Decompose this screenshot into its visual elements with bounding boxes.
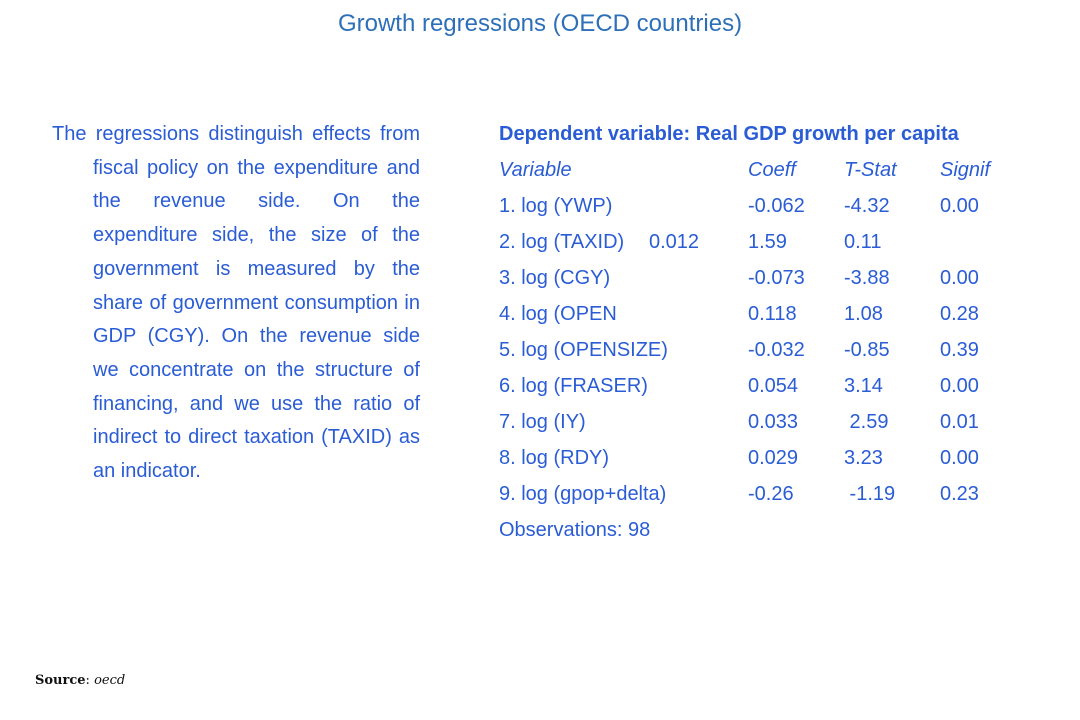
table-row: 2. log (TAXID) 0.012 1.59 0.11 (499, 224, 1069, 260)
cell-tstat: 2.59 (844, 411, 889, 433)
cell-signif: 0.00 (940, 267, 979, 289)
cell-signif: 0.23 (940, 483, 979, 505)
header-coeff: Coeff (748, 159, 796, 181)
cell-tstat: 1.59 (748, 231, 787, 253)
cell-signif: 0.01 (940, 411, 979, 433)
table-row: 8. log (RDY) 0.029 3.23 0.00 (499, 440, 1069, 476)
cell-variable: 6. log (FRASER) (499, 375, 648, 397)
table-row: 1. log (YWP) -0.062 -4.32 0.00 (499, 188, 1069, 224)
cell-variable: 5. log (OPENSIZE) (499, 339, 668, 361)
cell-variable: 1. log (YWP) (499, 195, 613, 217)
cell-coeff: 0.118 (748, 303, 797, 325)
source-label: Source (35, 673, 86, 688)
header-signif: Signif (940, 159, 991, 181)
table-row: 9. log (gpop+delta) -0.26 -1.19 0.23 (499, 476, 1069, 512)
table-header-row: Variable Coeff T-Stat Signif (499, 152, 1069, 188)
cell-signif: 0.00 (940, 447, 979, 469)
cell-signif: 0.00 (940, 375, 979, 397)
cell-coeff: 0.054 (748, 375, 799, 397)
cell-tstat: -3.88 (844, 267, 890, 289)
cell-variable: 2. log (TAXID) (499, 231, 625, 253)
source-value: oecd (94, 673, 126, 688)
cell-tstat: 1.08 (844, 303, 883, 325)
cell-coeff: -0.032 (748, 339, 805, 361)
page-title: Growth regressions (OECD countries) (337, 10, 743, 37)
cell-tstat: 3.14 (844, 375, 883, 397)
cell-signif: 0.00 (940, 195, 979, 217)
cell-coeff: -0.073 (748, 267, 805, 289)
cell-variable: 3. log (CGY) (499, 267, 611, 289)
cell-signif: 0.39 (940, 339, 979, 361)
cell-tstat: 3.23 (844, 447, 883, 469)
table-row: 7. log (IY) 0.033 2.59 0.01 (499, 404, 1069, 440)
cell-coeff: 0.012 (649, 231, 700, 253)
cell-signif: 0.11 (844, 231, 882, 253)
cell-signif: 0.28 (940, 303, 979, 325)
description-paragraph: The regressions distinguish effects from… (52, 123, 420, 483)
dependent-variable-heading: Dependent variable: Real GDP growth per … (499, 123, 959, 145)
cell-tstat: -1.19 (844, 483, 896, 505)
cell-tstat: -4.32 (844, 195, 890, 217)
source-note: Source: oecd (35, 673, 126, 688)
cell-coeff: 0.029 (748, 447, 799, 469)
cell-variable: 9. log (gpop+delta) (499, 483, 667, 505)
observations-row: Observations: 98 (499, 512, 1069, 548)
cell-tstat: -0.85 (844, 339, 890, 361)
header-variable: Variable (499, 159, 572, 181)
table-row: 3. log (CGY) -0.073 -3.88 0.00 (499, 260, 1069, 296)
observations-text: Observations: 98 (499, 519, 651, 541)
cell-variable: 8. log (RDY) (499, 447, 610, 469)
cell-coeff: -0.062 (748, 195, 805, 217)
cell-coeff: -0.26 (748, 483, 794, 505)
table-row: 4. log (OPEN 0.118 1.08 0.28 (499, 296, 1069, 332)
regression-table: Dependent variable: Real GDP growth per … (499, 116, 1069, 548)
cell-coeff: 0.033 (748, 411, 799, 433)
table-row: 5. log (OPENSIZE) -0.032 -0.85 0.39 (499, 332, 1069, 368)
cell-variable: 4. log (OPEN (499, 303, 617, 325)
header-tstat: T-Stat (844, 159, 897, 181)
table-row: 6. log (FRASER) 0.054 3.14 0.00 (499, 368, 1069, 404)
cell-variable: 7. log (IY) (499, 411, 586, 433)
